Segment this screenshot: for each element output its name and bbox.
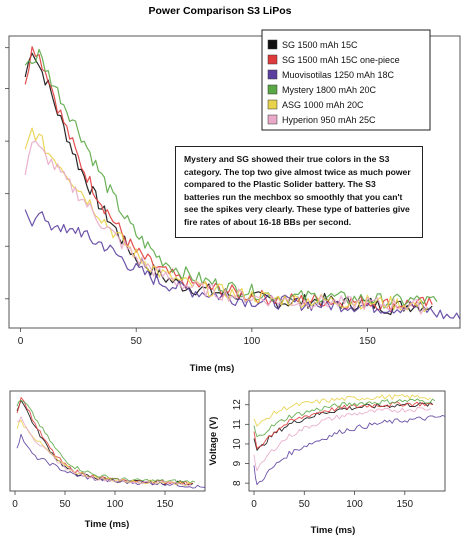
small-right-x-axis-label: Time (ms)	[311, 525, 356, 536]
legend-entry-label: Hyperion 950 mAh 25C	[282, 115, 376, 125]
x-tick-label: 100	[346, 499, 363, 510]
legend-swatch	[267, 69, 278, 80]
x-tick-label: 150	[359, 336, 376, 347]
x-tick-label: 100	[107, 499, 124, 510]
main-plot-frame	[8, 35, 461, 329]
series-line-2-1	[253, 401, 434, 449]
legend-swatch	[267, 99, 278, 110]
legend-entry-label: SG 1500 mAh 15C one-piece	[282, 55, 400, 65]
main-x-axis-label: Time (ms)	[190, 363, 235, 374]
x-tick-label: 0	[251, 499, 257, 510]
small-chart-right: 8 9 10 11 12 0 50 100 150 Time (ms) Voltage (V)	[208, 390, 446, 536]
main-y-axis-ticks	[5, 47, 9, 300]
series-line-2-4	[253, 394, 432, 427]
series-line-0-1	[24, 46, 433, 313]
series-line-2-5	[253, 407, 432, 472]
legend-swatch	[267, 39, 278, 50]
small-right-x-axis-ticks: 0 50 100 150	[251, 491, 414, 510]
small-left-plot-frame	[9, 390, 206, 492]
small-left-x-axis-ticks: 0 50 100 150	[12, 491, 174, 510]
y-tick-label: 10	[232, 438, 243, 450]
series-line-1-3	[16, 400, 196, 484]
series-line-0-2	[24, 209, 461, 320]
series-line-1-4	[16, 419, 192, 486]
series-line-0-0	[24, 52, 433, 316]
series-line-0-5	[24, 140, 428, 315]
x-tick-label: 150	[157, 499, 174, 510]
x-tick-label: 0	[18, 336, 24, 347]
series-line-1-1	[16, 397, 194, 485]
legend-swatch	[267, 54, 278, 65]
y-tick-label: 8	[232, 480, 243, 486]
y-tick-label: 9	[232, 460, 243, 466]
y-tick-label: 11	[232, 419, 243, 430]
legend-entry-label: ASG 1000 mAh 20C	[282, 100, 364, 110]
main-chart: 0 50 100 150 Time (ms)	[5, 35, 461, 374]
small-left-x-axis-label: Time (ms)	[85, 519, 130, 530]
legend-swatch	[267, 84, 278, 95]
legend-box	[261, 29, 431, 131]
small-right-plot-frame	[248, 390, 446, 492]
legend: SG 1500 mAh 15C SG 1500 mAh 15C one-piece…	[261, 29, 431, 131]
x-tick-label: 0	[12, 499, 18, 510]
main-series-lines	[24, 46, 461, 320]
series-line-1-5	[16, 416, 192, 487]
small-left-series-lines	[16, 397, 206, 489]
small-right-series-lines	[253, 394, 446, 486]
x-tick-label: 50	[299, 499, 311, 510]
x-tick-label: 50	[59, 499, 71, 510]
series-line-2-3	[253, 398, 436, 438]
legend-entry-label: Mystery 1800 mAh 20C	[282, 85, 377, 95]
legend-entry-label: SG 1500 mAh 15C	[282, 40, 358, 50]
annotation-box: Mystery and SG showed their true colors …	[175, 146, 423, 238]
y-tick-label: 12	[232, 399, 243, 411]
series-line-1-0	[16, 399, 194, 486]
main-x-axis-ticks: 0 50 100 150	[18, 328, 376, 347]
x-tick-label: 50	[131, 336, 143, 347]
small-chart-left: 0 50 100 150 Time (ms)	[9, 390, 206, 530]
small-right-y-axis-label: Voltage (V)	[208, 417, 219, 466]
legend-entry-label: Muovisotilas 1250 mAh 18C	[282, 70, 395, 80]
series-line-2-2	[253, 414, 446, 486]
series-line-2-0	[253, 401, 434, 451]
small-right-y-axis-ticks: 8 9 10 11 12	[232, 399, 249, 486]
x-tick-label: 100	[244, 336, 261, 347]
legend-swatch	[267, 114, 278, 125]
main-chart-title: Power Comparison S3 LiPos	[149, 5, 292, 17]
x-tick-label: 150	[396, 499, 413, 510]
